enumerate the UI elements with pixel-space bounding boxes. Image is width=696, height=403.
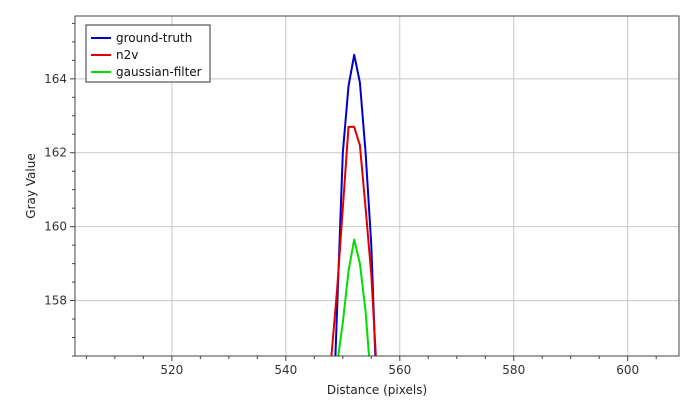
y-axis-title: Gray Value [24, 153, 38, 218]
series-line-ground-truth [334, 53, 377, 356]
legend-label: ground-truth [116, 31, 192, 45]
axis-ticks: 520 540 560 580 600 158 160 162 164 [44, 22, 657, 377]
series-line-gaussian-filter [337, 238, 371, 356]
x-tick-label: 600 [616, 363, 639, 377]
legend: ground-truth n2v gaussian-filter [85, 24, 211, 83]
legend-label: gaussian-filter [116, 65, 202, 79]
x-tick-label: 520 [160, 363, 183, 377]
plot-frame [74, 15, 680, 357]
legend-label: n2v [116, 48, 138, 62]
x-axis-title: Distance (pixels) [327, 383, 427, 397]
y-tick-label: 162 [44, 146, 67, 160]
x-tick-label: 580 [502, 363, 525, 377]
y-tick-label: 158 [44, 294, 67, 308]
x-tick-label: 560 [388, 363, 411, 377]
y-tick-label: 164 [44, 72, 67, 86]
x-tick-label: 540 [274, 363, 297, 377]
series-line-n2v [330, 125, 377, 356]
series-lines [330, 53, 377, 356]
y-tick-label: 160 [44, 220, 67, 234]
grid-lines [75, 16, 679, 356]
